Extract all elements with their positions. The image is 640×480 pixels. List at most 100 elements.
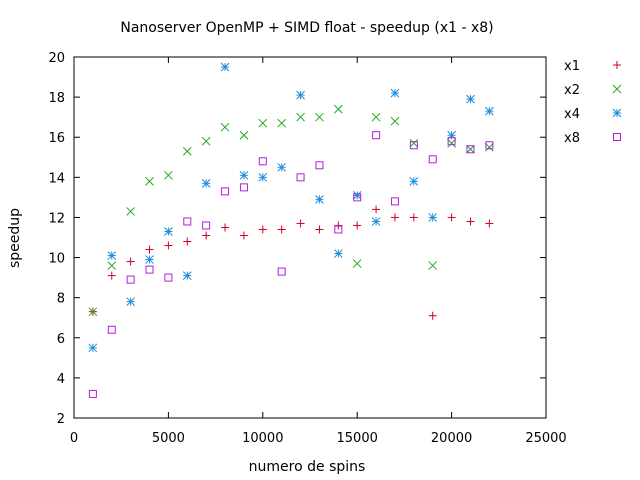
x-axis-label: numero de spins bbox=[249, 459, 366, 475]
y-tick-label: 16 bbox=[48, 131, 65, 146]
data-point bbox=[409, 213, 418, 222]
data-point bbox=[183, 217, 192, 226]
data-point bbox=[107, 251, 117, 260]
data-point bbox=[277, 162, 287, 172]
data-point bbox=[164, 273, 173, 282]
data-point bbox=[315, 112, 324, 122]
data-point bbox=[352, 259, 362, 268]
data-point bbox=[390, 197, 399, 206]
data-point bbox=[164, 170, 173, 180]
x-tick-label: 25000 bbox=[525, 431, 566, 446]
legend-marker-x8 bbox=[613, 133, 621, 141]
series-x4 bbox=[88, 62, 494, 353]
data-point bbox=[126, 275, 135, 284]
data-point bbox=[334, 221, 343, 230]
data-point bbox=[164, 227, 173, 236]
legend-label-x2: x2 bbox=[564, 83, 580, 98]
data-point bbox=[485, 141, 494, 150]
data-point bbox=[428, 213, 438, 222]
data-point bbox=[409, 138, 419, 148]
data-point bbox=[126, 257, 135, 266]
data-point bbox=[315, 195, 324, 204]
data-point bbox=[428, 311, 437, 320]
data-point bbox=[296, 90, 305, 100]
data-point bbox=[88, 343, 98, 353]
data-point bbox=[409, 141, 418, 150]
data-point bbox=[145, 265, 154, 274]
data-point bbox=[277, 118, 287, 128]
data-point bbox=[485, 219, 494, 228]
data-point bbox=[201, 178, 211, 188]
data-point bbox=[145, 255, 154, 264]
data-point bbox=[145, 176, 154, 186]
data-point bbox=[485, 106, 494, 116]
data-point bbox=[220, 62, 230, 72]
data-point bbox=[202, 231, 211, 240]
y-tick-label: 20 bbox=[48, 51, 65, 66]
data-point bbox=[296, 173, 305, 182]
x-tick-label: 15000 bbox=[337, 431, 378, 446]
data-point bbox=[258, 157, 267, 166]
data-point bbox=[296, 219, 305, 228]
x-axis: 0 5000 10000 15000 20000 25000 bbox=[70, 57, 567, 446]
data-point bbox=[315, 225, 324, 234]
legend: x1 x2 x4 x8 bbox=[564, 59, 622, 146]
y-tick-label: 18 bbox=[48, 91, 65, 106]
y-tick-label: 10 bbox=[48, 252, 65, 267]
data-point bbox=[334, 225, 343, 234]
data-point bbox=[221, 187, 230, 196]
y-tick-label: 2 bbox=[57, 412, 65, 427]
data-point bbox=[277, 267, 286, 276]
y-axis-label: speedup bbox=[7, 208, 23, 268]
data-point bbox=[277, 225, 286, 234]
y-tick-label: 6 bbox=[57, 332, 65, 347]
legend-label-x4: x4 bbox=[564, 107, 580, 122]
series-x8 bbox=[88, 131, 494, 398]
data-point bbox=[126, 297, 135, 307]
data-point bbox=[258, 118, 268, 128]
series-x1 bbox=[88, 205, 494, 320]
data-point bbox=[107, 261, 117, 270]
data-point bbox=[107, 271, 116, 280]
series-x2 bbox=[88, 104, 494, 317]
x-tick-label: 5000 bbox=[152, 431, 185, 446]
data-point bbox=[371, 112, 381, 122]
data-point bbox=[409, 176, 419, 186]
data-point bbox=[88, 389, 97, 398]
legend-label-x8: x8 bbox=[564, 131, 580, 146]
data-point bbox=[447, 213, 456, 222]
data-point bbox=[183, 237, 192, 246]
data-point bbox=[182, 271, 192, 280]
data-point bbox=[201, 136, 211, 146]
data-point bbox=[333, 104, 343, 114]
data-point bbox=[296, 112, 305, 122]
y-tick-label: 12 bbox=[48, 211, 65, 226]
data-point bbox=[352, 191, 362, 200]
y-tick-label: 8 bbox=[57, 292, 65, 307]
data-point bbox=[390, 213, 399, 222]
data-point bbox=[466, 145, 475, 154]
chart-title: Nanoserver OpenMP + SIMD float - speedup… bbox=[120, 20, 493, 36]
legend-marker-x2 bbox=[612, 84, 622, 94]
x-tick-label: 0 bbox=[70, 431, 78, 446]
data-point bbox=[466, 144, 475, 154]
data-point bbox=[372, 205, 381, 214]
x-tick-label: 20000 bbox=[431, 431, 472, 446]
data-point bbox=[372, 131, 381, 140]
data-point bbox=[485, 142, 494, 152]
data-point bbox=[447, 137, 456, 146]
data-point bbox=[258, 225, 267, 234]
data-point bbox=[315, 161, 324, 170]
legend-label-x1: x1 bbox=[564, 59, 580, 74]
legend-marker-x4 bbox=[612, 108, 622, 118]
data-point bbox=[107, 325, 116, 334]
legend-marker-x1 bbox=[613, 61, 621, 69]
data-point bbox=[202, 221, 211, 230]
data-point bbox=[182, 146, 192, 156]
data-point bbox=[221, 223, 230, 232]
y-axis: 2 4 6 8 10 12 14 16 18 20 bbox=[48, 51, 546, 427]
data-point bbox=[371, 217, 381, 226]
data-point bbox=[447, 138, 456, 148]
y-tick-label: 14 bbox=[48, 171, 65, 186]
